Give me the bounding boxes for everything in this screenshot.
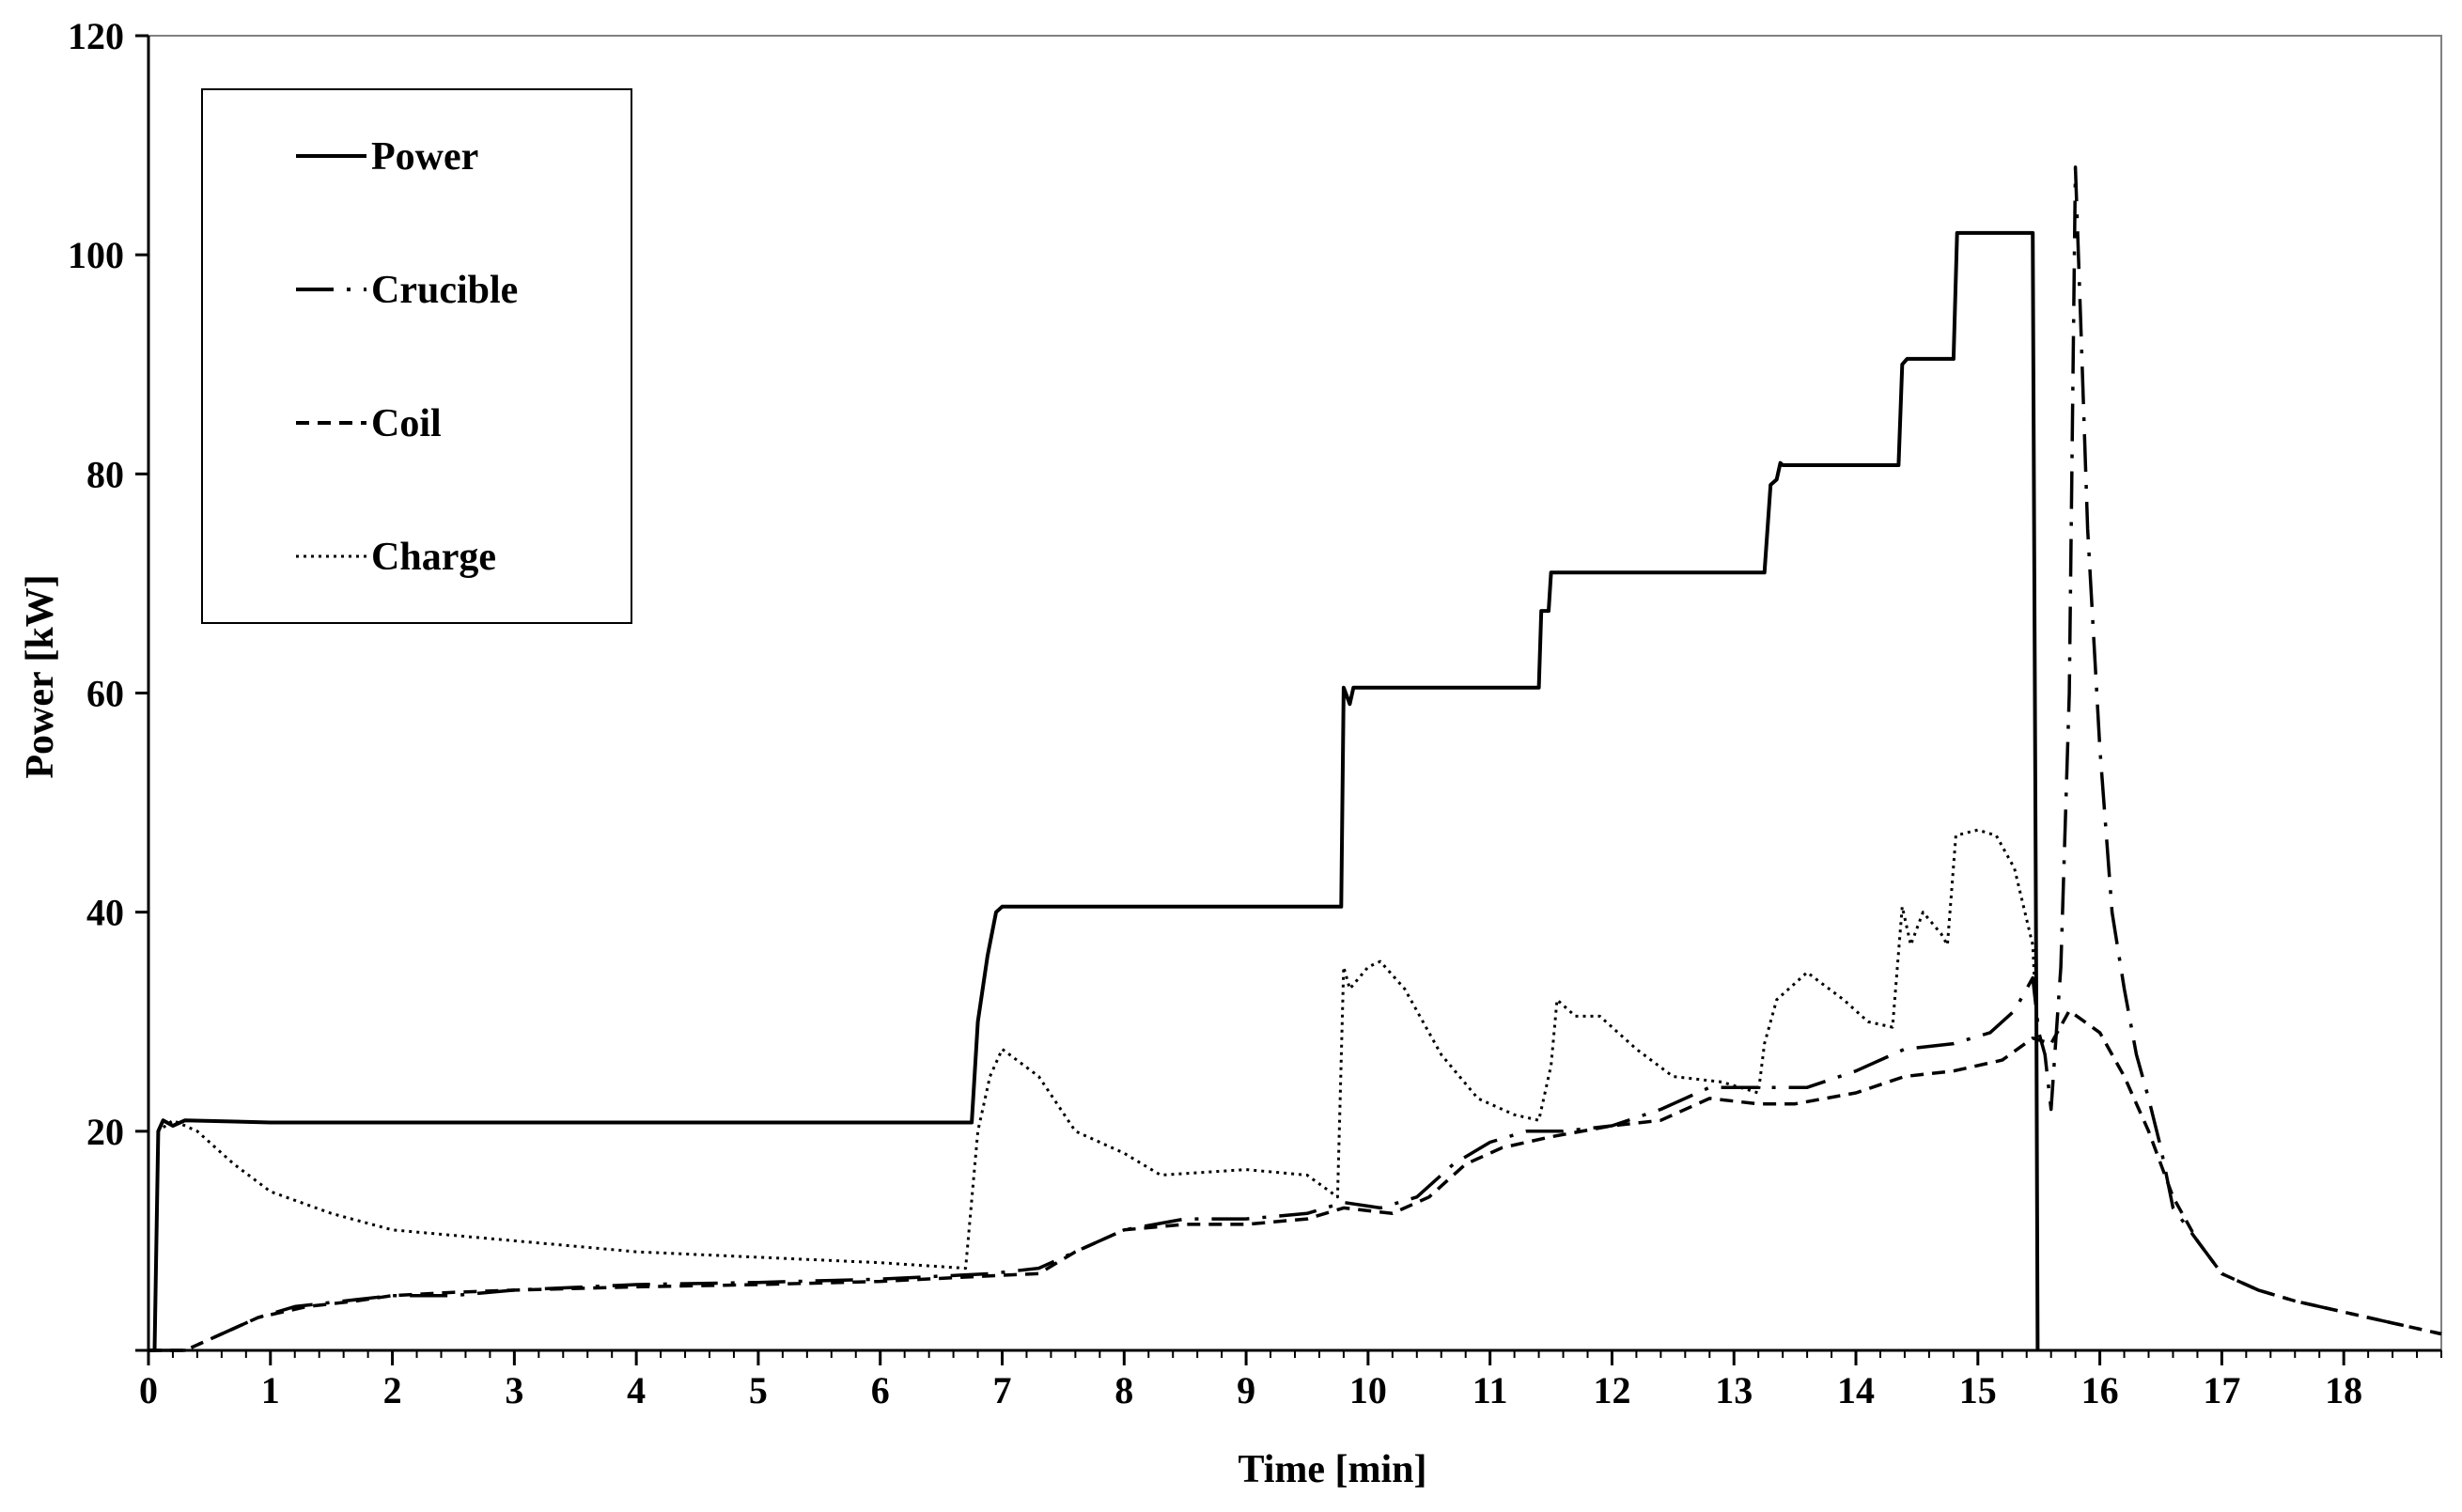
- x-tick-label: 7: [993, 1369, 1012, 1411]
- y-tick-label: 60: [86, 673, 124, 715]
- x-tick-label: 8: [1114, 1369, 1133, 1411]
- x-tick-label: 18: [2325, 1369, 2362, 1411]
- legend-label-crucible: Crucible: [371, 269, 518, 312]
- y-tick-label: 20: [86, 1111, 124, 1153]
- axes-layer: [135, 34, 2442, 1365]
- y-tick-label: 40: [86, 892, 124, 934]
- series-line-charge: [153, 828, 2039, 1351]
- legend-label-coil: Coil: [371, 402, 442, 445]
- series-layer: [148, 165, 2442, 1352]
- x-tick-label: 0: [139, 1369, 158, 1411]
- x-tick-label: 2: [383, 1369, 402, 1411]
- legend-item-power: Power: [296, 135, 478, 179]
- y-tick-label: 100: [68, 234, 124, 276]
- x-tick-label: 6: [871, 1369, 890, 1411]
- x-axis-title: Time [min]: [1238, 1448, 1426, 1491]
- series-line-coil: [148, 1008, 2442, 1352]
- x-tick-label: 13: [1715, 1369, 1753, 1411]
- x-tick-label: 3: [505, 1369, 523, 1411]
- x-tick-label: 12: [1593, 1369, 1630, 1411]
- legend-box: [201, 88, 632, 624]
- x-tick-label: 1: [261, 1369, 280, 1411]
- x-tick-label: 9: [1237, 1369, 1255, 1411]
- legend-label-power: Power: [371, 135, 478, 179]
- legend-item-coil: Coil: [296, 402, 442, 445]
- x-tick-label: 5: [749, 1369, 768, 1411]
- y-axis-title: Power [kW]: [19, 574, 62, 778]
- x-tick-label: 14: [1837, 1369, 1875, 1411]
- legend-item-crucible: Crucible: [296, 269, 518, 312]
- x-tick-label: 17: [2203, 1369, 2240, 1411]
- x-tick-label: 16: [2081, 1369, 2119, 1411]
- x-tick-label: 10: [1349, 1369, 1387, 1411]
- legend-item-charge: Charge: [296, 536, 496, 579]
- legend-label-charge: Charge: [371, 536, 496, 579]
- series-line-power: [148, 230, 2040, 1352]
- x-tick-label: 11: [1473, 1369, 1508, 1411]
- y-tick-label: 80: [86, 453, 124, 495]
- x-tick-label: 15: [1959, 1369, 1997, 1411]
- legend: Power Crucible Coil Charge: [201, 88, 632, 624]
- x-tick-label: 4: [627, 1369, 646, 1411]
- y-tick-label: 120: [68, 15, 124, 57]
- tick-labels: 0 1 2 3 4 5 6 7 8 9 10 11 12 13 14 15 16 17 18204060801001…: [68, 15, 2362, 1411]
